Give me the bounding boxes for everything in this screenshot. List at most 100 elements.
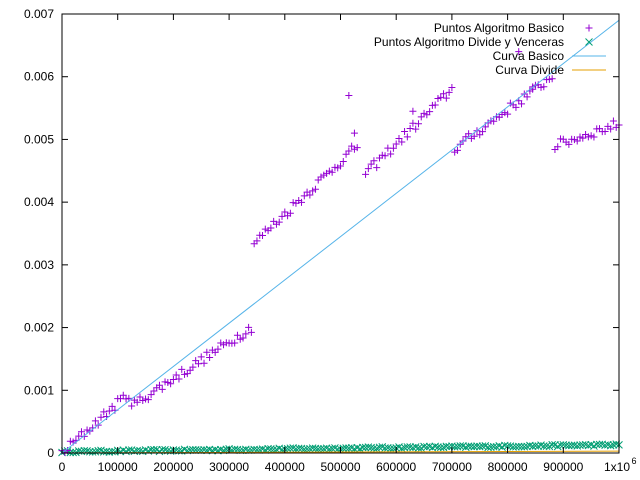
legend-label: Puntos Algoritmo Divide y Venceras xyxy=(374,35,564,49)
curve-basico-line xyxy=(61,19,620,454)
point-basico xyxy=(540,83,548,91)
point-divide xyxy=(85,447,94,456)
point-basico xyxy=(431,101,439,109)
point-divide xyxy=(523,442,531,451)
x-tick-label: 0 xyxy=(59,460,66,474)
point-basico xyxy=(523,93,531,101)
point-basico xyxy=(128,402,136,410)
point-divide xyxy=(314,445,323,453)
point-basico xyxy=(373,164,381,172)
point-basico xyxy=(440,90,448,98)
axes-layer: 0 100000 200000 300000 400000 500000 600000 700… xyxy=(24,7,637,474)
point-basico xyxy=(259,231,267,239)
point-basico xyxy=(403,133,411,141)
point-basico xyxy=(465,130,473,138)
x-tick-label: 600000 xyxy=(376,460,416,474)
point-basico xyxy=(253,237,261,245)
point-basico xyxy=(119,391,127,399)
point-basico xyxy=(206,353,214,361)
point-basico xyxy=(245,323,253,331)
point-basico xyxy=(414,120,422,128)
point-basico xyxy=(311,185,319,193)
point-divide xyxy=(420,442,428,451)
point-divide xyxy=(397,444,406,453)
point-basico xyxy=(453,146,461,154)
point-basico xyxy=(398,138,406,146)
point-basico xyxy=(197,353,205,361)
legend-label: Curva Divide xyxy=(495,63,564,77)
point-basico xyxy=(97,413,105,421)
point-basico xyxy=(231,339,239,347)
point-basico xyxy=(554,143,562,151)
point-basico xyxy=(278,212,286,220)
point-basico xyxy=(345,147,353,155)
point-divide xyxy=(467,442,476,451)
point-basico xyxy=(147,391,155,399)
point-basico xyxy=(601,128,609,136)
series-layer xyxy=(58,19,623,457)
legend-marker-plus xyxy=(585,24,593,32)
point-basico xyxy=(395,134,403,142)
point-basico xyxy=(409,119,417,127)
legend-marker-cross xyxy=(585,38,593,46)
legend-label: Puntos Algoritmo Basico xyxy=(434,21,564,35)
point-divide xyxy=(592,440,601,449)
point-basico xyxy=(175,375,183,383)
point-basico xyxy=(328,168,336,176)
point-divide xyxy=(581,440,590,449)
point-divide xyxy=(512,442,520,451)
series-basico-points xyxy=(58,48,623,456)
point-basico xyxy=(353,144,361,152)
point-basico xyxy=(470,132,478,140)
point-basico xyxy=(479,128,487,136)
legend-label: Curva Basico xyxy=(493,49,565,63)
x-tick-label: 800000 xyxy=(488,460,528,474)
point-divide xyxy=(99,448,108,456)
point-basico xyxy=(504,110,512,118)
point-basico xyxy=(100,408,108,416)
point-divide xyxy=(470,442,479,451)
point-basico xyxy=(200,359,208,367)
point-basico xyxy=(300,192,308,200)
point-basico xyxy=(406,124,414,132)
x-tick-label: 1x10 xyxy=(604,460,630,474)
point-basico xyxy=(426,108,434,116)
point-basico xyxy=(442,94,450,102)
point-basico xyxy=(579,134,587,142)
point-divide xyxy=(361,443,370,452)
point-basico xyxy=(401,128,409,136)
point-basico xyxy=(412,125,420,133)
point-basico xyxy=(267,224,275,232)
point-basico xyxy=(239,334,247,342)
point-divide xyxy=(406,443,414,451)
point-basico xyxy=(77,428,85,436)
point-divide xyxy=(606,441,615,450)
y-tick-label: 0.006 xyxy=(24,70,54,84)
point-basico xyxy=(306,191,314,199)
point-basico xyxy=(155,381,163,389)
x-tick-label: 700000 xyxy=(432,460,472,474)
point-basico xyxy=(233,331,241,339)
point-divide xyxy=(534,442,543,451)
point-divide xyxy=(609,441,618,449)
point-basico xyxy=(275,218,283,226)
point-basico xyxy=(607,125,615,133)
y-tick-label: 0 xyxy=(47,446,54,460)
x-tick-label: 200000 xyxy=(153,460,193,474)
point-basico xyxy=(242,330,250,338)
x-tick-exponent: 6 xyxy=(631,456,636,466)
point-basico xyxy=(609,117,617,125)
point-divide xyxy=(604,440,612,449)
point-basico xyxy=(91,417,99,425)
point-basico xyxy=(548,75,556,83)
point-basico-outlier xyxy=(515,48,523,56)
y-tick-label: 0.004 xyxy=(24,195,54,209)
x-tick-label: 100000 xyxy=(98,460,138,474)
point-basico xyxy=(286,209,294,217)
point-basico xyxy=(133,398,141,406)
point-basico xyxy=(281,208,289,216)
point-basico xyxy=(339,158,347,166)
point-basico xyxy=(337,162,344,170)
point-basico xyxy=(565,140,573,148)
